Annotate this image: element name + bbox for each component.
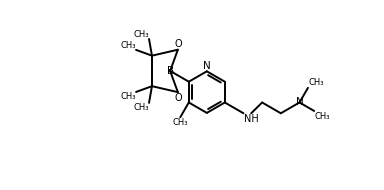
Text: O: O xyxy=(174,39,182,49)
Text: CH₃: CH₃ xyxy=(121,92,136,101)
Text: CH₃: CH₃ xyxy=(172,118,188,127)
Text: CH₃: CH₃ xyxy=(134,30,149,39)
Text: CH₃: CH₃ xyxy=(315,112,331,121)
Text: N: N xyxy=(203,61,211,70)
Text: O: O xyxy=(174,93,182,103)
Text: CH₃: CH₃ xyxy=(134,103,149,112)
Text: NH: NH xyxy=(244,114,259,124)
Text: CH₃: CH₃ xyxy=(121,41,136,50)
Text: B: B xyxy=(167,66,174,76)
Text: N: N xyxy=(296,97,303,108)
Text: CH₃: CH₃ xyxy=(309,78,324,87)
